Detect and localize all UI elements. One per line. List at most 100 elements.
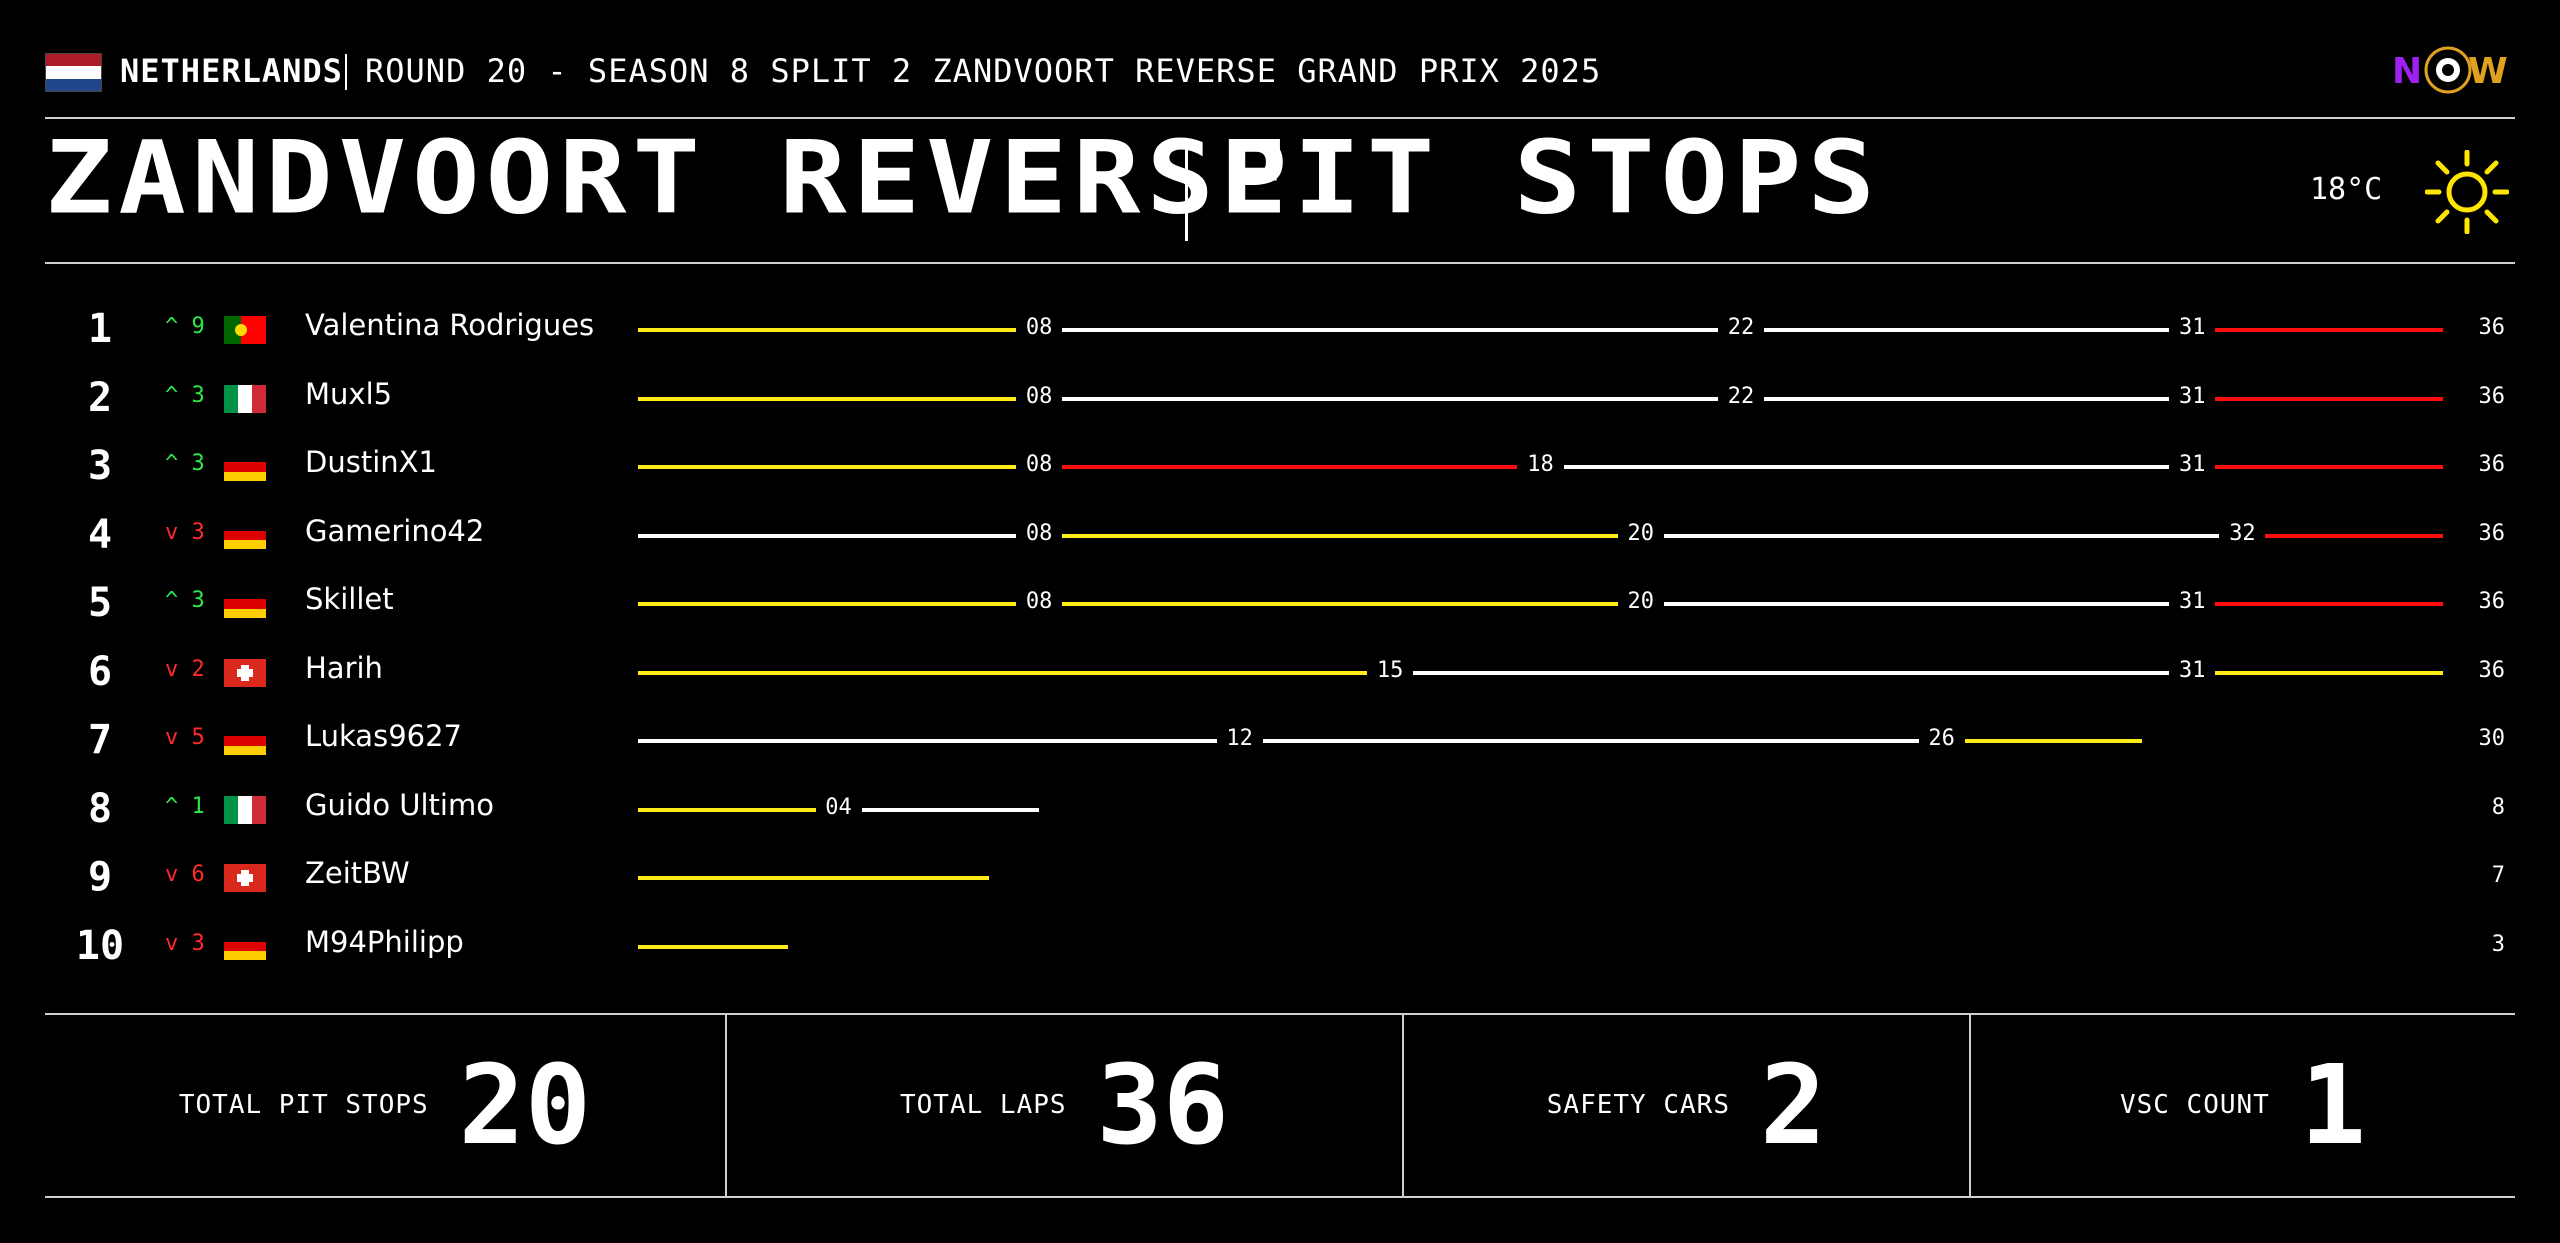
position-change-value: 3: [178, 930, 205, 956]
chevron-down-icon: v: [165, 930, 179, 956]
stint-bar: [861, 807, 1040, 812]
position-change-value: 1: [178, 793, 205, 819]
position-loss: v 5: [165, 725, 205, 750]
stint-bar: [638, 602, 1017, 606]
driver-flag: [224, 864, 266, 892]
pit-stop-lap: 31: [2179, 383, 2206, 409]
stat-label: VSC COUNT: [2119, 1090, 2270, 1120]
stat-vsc-count: VSC COUNT 1: [1971, 1014, 2515, 1196]
chevron-up-icon: ^: [165, 793, 179, 819]
pit-stop-lap: 31: [2179, 452, 2206, 477]
chevron-down-icon: v: [165, 519, 179, 545]
position-loss: v 6: [165, 862, 205, 887]
stats-top-rule: [45, 1013, 2515, 1015]
stint-bar: [2215, 396, 2443, 401]
position-gain: ^ 9: [165, 314, 205, 339]
pit-stop-lap: 08: [1025, 520, 1053, 546]
position-gain: ^ 1: [165, 794, 205, 819]
pit-stop-lap: 22: [1727, 315, 1755, 340]
position-gain: ^ 3: [165, 383, 205, 408]
stat-label: TOTAL PIT STOPS: [178, 1090, 429, 1120]
driver-name: Guido Ultimo: [305, 787, 494, 822]
title-rule: [45, 262, 2515, 264]
flag-stripe-white: [46, 66, 101, 79]
stat-value: 20: [458, 1041, 592, 1169]
laps-completed: 36: [2478, 589, 2506, 614]
driver-flag: [224, 590, 266, 618]
laps-completed: 7: [2491, 863, 2505, 888]
position-number: 6: [87, 648, 113, 695]
pit-stop-lap: 15: [1376, 657, 1404, 683]
stint-bar: [1262, 739, 1919, 743]
driver-name: ZeitBW: [305, 856, 410, 890]
stint-bar: [1062, 533, 1618, 538]
svg-text:W: W: [2468, 51, 2508, 92]
country-name: NETHERLANDS: [120, 52, 343, 90]
pit-stop-lap: 08: [1025, 315, 1053, 340]
stint-bar: [638, 876, 989, 880]
stat-label: TOTAL LAPS: [900, 1090, 1067, 1120]
stat-value: 1: [2299, 1041, 2367, 1169]
chevron-down-icon: v: [165, 656, 179, 682]
chevron-up-icon: ^: [165, 588, 179, 613]
driver-name: Skillet: [305, 582, 394, 616]
stint-bar: [1062, 465, 1518, 469]
stat-divider: [1969, 1014, 1971, 1196]
stint-bar: [638, 807, 816, 812]
driver-name: Valentina Rodrigues: [305, 308, 595, 342]
driver-name: M94Philipp: [305, 924, 464, 959]
pit-stop-lap: 20: [1627, 589, 1655, 614]
chevron-up-icon: ^: [165, 382, 179, 408]
pit-stop-lap: 26: [1928, 726, 1955, 751]
laps-completed: 30: [2478, 726, 2506, 751]
pit-stop-lap: 20: [1627, 520, 1655, 546]
laps-completed: 36: [2478, 315, 2506, 340]
svg-text:N: N: [2392, 51, 2422, 92]
stint-bar: [1764, 396, 2170, 401]
stat-value: 36: [1096, 1041, 1229, 1169]
driver-flag: [224, 453, 266, 481]
pit-stop-lap: 18: [1527, 452, 1554, 477]
driver-flag: [224, 795, 266, 824]
chevron-up-icon: ^: [165, 451, 179, 476]
stint-bar: [638, 328, 1017, 332]
position-loss: v 3: [165, 931, 205, 956]
stat-value: 2: [1759, 1041, 1827, 1169]
position-number: 1: [87, 306, 113, 352]
stint-bar: [1563, 465, 2170, 469]
driver-row: 3 ^ 3 DustinX1 08 18 31 36: [0, 433, 2560, 501]
position-change-value: 6: [178, 862, 205, 887]
position-number: 7: [87, 717, 113, 763]
stint-bar: [1663, 602, 2170, 606]
driver-row: 4 v 3 Gamerino42 08 20 32 36: [0, 502, 2560, 570]
stint-bar: [1062, 602, 1618, 606]
stat-total-laps: TOTAL LAPS 36: [727, 1014, 1402, 1196]
stint-bar: [638, 944, 789, 949]
chevron-down-icon: v: [165, 862, 179, 887]
stint-bar: [638, 739, 1217, 743]
position-number: 9: [87, 854, 113, 900]
laps-completed: 3: [2491, 931, 2505, 957]
position-change-value: 5: [178, 725, 205, 750]
pit-stop-lap: 31: [2179, 315, 2206, 340]
header-divider: [345, 54, 347, 90]
pit-stop-lap: 12: [1226, 726, 1253, 751]
chevron-down-icon: v: [165, 725, 179, 750]
stats-bottom-rule: [45, 1196, 2515, 1198]
netherlands-flag: [45, 53, 102, 92]
driver-flag: [224, 384, 266, 413]
driver-name: Lukas9627: [305, 719, 462, 753]
stat-label: SAFETY CARS: [1546, 1090, 1730, 1120]
position-change-value: 2: [178, 656, 205, 682]
stint-bar: [638, 670, 1368, 675]
driver-row: 2 ^ 3 Muxl5 08 22 31 36: [0, 365, 2560, 433]
position-loss: v 2: [165, 657, 205, 682]
driver-flag: [224, 316, 266, 344]
position-loss: v 3: [165, 520, 205, 545]
laps-completed: 36: [2478, 657, 2506, 683]
stint-bar: [2215, 602, 2443, 606]
position-number: 3: [87, 443, 113, 489]
brand-logo: N W: [2392, 46, 2508, 94]
driver-row: 10 v 3 M94Philipp 3: [0, 913, 2560, 981]
page-subtitle: PIT STOPS: [1220, 119, 1881, 237]
